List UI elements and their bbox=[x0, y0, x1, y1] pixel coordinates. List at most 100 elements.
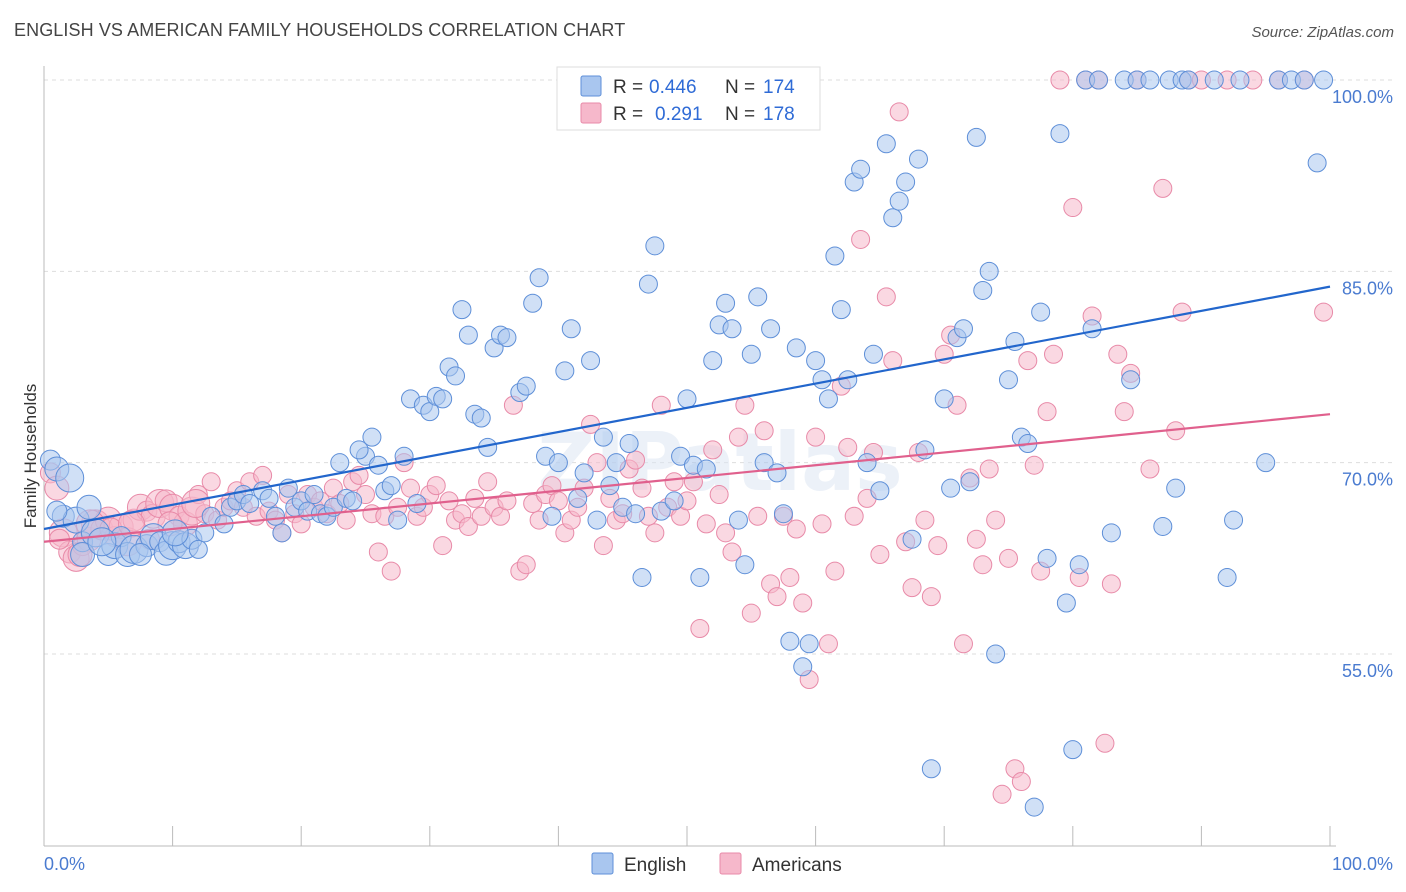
english-point bbox=[960, 472, 980, 492]
english-point bbox=[896, 172, 916, 192]
americans-point bbox=[703, 440, 723, 460]
english-point bbox=[889, 191, 909, 211]
english-point bbox=[703, 351, 723, 371]
americans-point bbox=[1050, 70, 1070, 90]
english-point bbox=[793, 657, 813, 677]
english-point bbox=[1101, 523, 1121, 543]
english-point bbox=[1294, 70, 1314, 90]
english-point bbox=[979, 261, 999, 281]
english-point bbox=[767, 463, 787, 483]
english-point bbox=[330, 453, 350, 473]
english-point bbox=[748, 287, 768, 307]
americans-point bbox=[587, 453, 607, 473]
english-point bbox=[542, 506, 562, 526]
english-point bbox=[381, 476, 401, 496]
english-point bbox=[446, 366, 466, 386]
english-point bbox=[941, 478, 961, 498]
americans-point bbox=[876, 287, 896, 307]
english-point bbox=[1179, 70, 1199, 90]
americans-point bbox=[902, 578, 922, 598]
legend-english-n-label: N = bbox=[725, 77, 755, 98]
english-point bbox=[516, 376, 536, 396]
americans-point bbox=[870, 545, 890, 565]
english-point bbox=[761, 319, 781, 339]
americans-point bbox=[458, 516, 478, 536]
english-point bbox=[677, 389, 697, 409]
americans-point bbox=[1037, 402, 1057, 422]
americans-point bbox=[754, 421, 774, 441]
americans-point bbox=[368, 542, 388, 562]
english-point bbox=[574, 463, 594, 483]
english-point bbox=[786, 338, 806, 358]
x-tick-label-max: 100.0% bbox=[1332, 854, 1393, 874]
english-point bbox=[953, 319, 973, 339]
americans-point bbox=[1018, 351, 1038, 371]
americans-point bbox=[966, 529, 986, 549]
americans-point bbox=[851, 229, 871, 249]
legend-english-r-label: R = bbox=[613, 77, 643, 98]
english-point bbox=[664, 491, 684, 511]
bottom-legend-swatch-english bbox=[591, 852, 614, 875]
english-point bbox=[973, 280, 993, 300]
americans-point bbox=[201, 472, 221, 492]
americans-point bbox=[709, 485, 729, 505]
series-english-points bbox=[39, 70, 1334, 817]
english-point bbox=[1140, 70, 1160, 90]
english-point bbox=[863, 344, 883, 364]
english-point bbox=[458, 325, 478, 345]
english-point bbox=[825, 246, 845, 266]
english-point bbox=[587, 510, 607, 530]
americans-point bbox=[741, 603, 761, 623]
english-point bbox=[1224, 510, 1244, 530]
americans-point bbox=[838, 437, 858, 457]
english-point bbox=[632, 567, 652, 587]
english-point bbox=[161, 519, 189, 547]
english-point bbox=[70, 542, 96, 568]
americans-point bbox=[921, 587, 941, 607]
english-point bbox=[915, 440, 935, 460]
americans-point bbox=[716, 523, 736, 543]
bottom-legend-americans-label: Americans bbox=[752, 855, 842, 876]
americans-point bbox=[1024, 455, 1044, 475]
legend-americans-n-value: 178 bbox=[763, 104, 795, 125]
english-point bbox=[548, 453, 568, 473]
series-legend: English Americans bbox=[591, 852, 842, 876]
english-point bbox=[934, 389, 954, 409]
english-point bbox=[780, 631, 800, 651]
americans-point bbox=[478, 472, 498, 492]
legend-english-n-value: 174 bbox=[763, 77, 795, 98]
english-point bbox=[857, 453, 877, 473]
english-point bbox=[1069, 555, 1089, 575]
english-point bbox=[1063, 740, 1083, 760]
english-point bbox=[728, 510, 748, 530]
english-point bbox=[1307, 153, 1327, 173]
y-tick-label: 55.0% bbox=[1342, 661, 1393, 681]
bottom-legend-swatch-americans bbox=[719, 852, 742, 875]
english-point bbox=[716, 293, 736, 313]
english-point bbox=[831, 300, 851, 320]
english-point bbox=[1056, 593, 1076, 613]
americans-point bbox=[812, 514, 832, 534]
x-tick-label-min: 0.0% bbox=[44, 854, 85, 874]
english-point bbox=[561, 319, 581, 339]
y-tick-label: 85.0% bbox=[1342, 278, 1393, 298]
americans-point bbox=[651, 395, 671, 415]
english-point bbox=[362, 427, 382, 447]
americans-point bbox=[999, 548, 1018, 568]
english-point bbox=[818, 389, 838, 409]
americans-point bbox=[426, 476, 446, 496]
english-point bbox=[851, 159, 871, 179]
english-point bbox=[388, 510, 408, 530]
english-point bbox=[1314, 70, 1334, 90]
english-point bbox=[812, 370, 832, 390]
americans-point bbox=[1314, 302, 1334, 322]
americans-point bbox=[696, 514, 716, 534]
english-point bbox=[87, 527, 117, 557]
legend-swatch-americans bbox=[580, 102, 602, 124]
americans-point bbox=[973, 555, 993, 575]
english-point bbox=[1031, 302, 1051, 322]
english-point bbox=[773, 504, 793, 524]
americans-point bbox=[1063, 198, 1083, 218]
english-point bbox=[1121, 370, 1141, 390]
americans-point bbox=[1108, 344, 1128, 364]
